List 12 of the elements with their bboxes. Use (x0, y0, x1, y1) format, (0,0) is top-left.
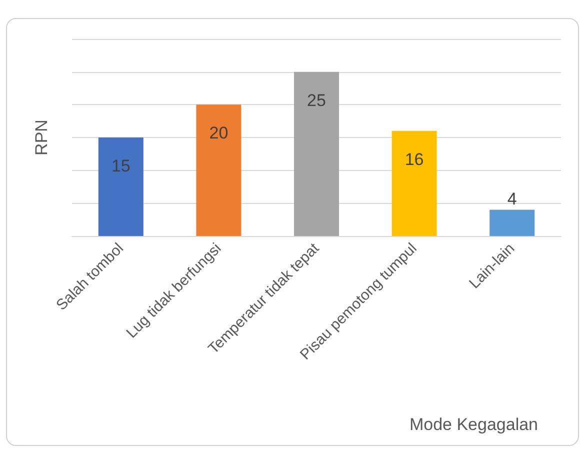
bar (294, 72, 339, 236)
data-label: 16 (404, 150, 424, 169)
data-label: 20 (209, 124, 228, 143)
y-axis-title: RPN (32, 120, 51, 156)
data-label: 4 (507, 190, 517, 209)
x-axis-title: Mode Kegagalan (409, 415, 538, 434)
data-label: 25 (307, 90, 326, 110)
bar (98, 138, 144, 236)
bar (392, 130, 437, 236)
bar (196, 104, 242, 236)
data-label: 15 (111, 156, 130, 176)
bar (490, 210, 535, 236)
